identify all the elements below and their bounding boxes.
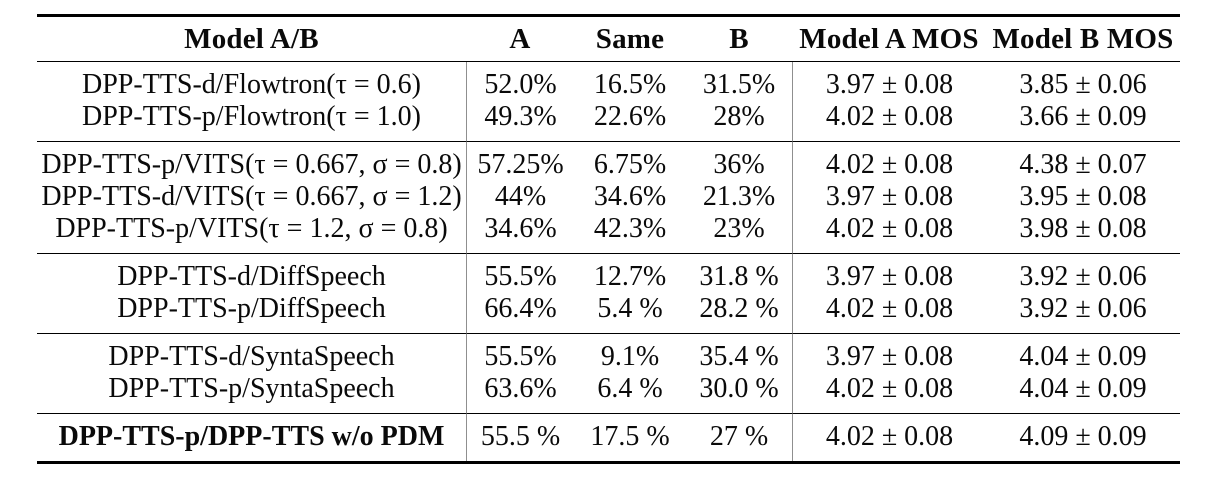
a-cell: 34.6% bbox=[466, 213, 574, 253]
model-cell: DPP-TTS-p/DPP-TTS w/o PDM bbox=[37, 413, 466, 461]
model-a-mos-cell: 3.97 ± 0.08 bbox=[792, 62, 986, 101]
model-b-mos-cell: 3.85 ± 0.06 bbox=[1019, 69, 1147, 100]
b-cell: 21.3% bbox=[702, 181, 776, 212]
same-cell: 34.6% bbox=[593, 181, 667, 212]
table-row: DPP-TTS-d/Flowtron(τ = 0.6) 52.0% 16.5% … bbox=[37, 62, 1180, 101]
a-cell: 52.0% bbox=[466, 62, 574, 101]
a-cell: 44% bbox=[466, 181, 574, 213]
model-cell: DPP-TTS-p/SyntaSpeech bbox=[108, 373, 395, 404]
a-cell: 55.5% bbox=[466, 253, 574, 293]
model-b-mos-cell: 3.66 ± 0.09 bbox=[1019, 101, 1147, 132]
model-cell: DPP-TTS-d/Flowtron(τ = 0.6) bbox=[82, 69, 421, 100]
table-row: DPP-TTS-p/Flowtron(τ = 1.0) 49.3% 22.6% … bbox=[37, 101, 1180, 141]
same-cell: 5.4 % bbox=[597, 293, 663, 324]
group-syntaspeech: DPP-TTS-d/SyntaSpeech 55.5% 9.1% 35.4 % … bbox=[37, 333, 1180, 413]
same-cell: 22.6% bbox=[593, 101, 667, 132]
model-a-mos-cell: 4.02 ± 0.08 bbox=[792, 213, 986, 253]
model-b-mos-cell: 4.04 ± 0.09 bbox=[986, 333, 1180, 373]
a-cell: 66.4% bbox=[466, 293, 574, 333]
header-model-a-mos: Model A MOS bbox=[792, 17, 986, 62]
same-cell: 6.75% bbox=[574, 141, 686, 181]
table-row: DPP-TTS-d/DiffSpeech 55.5% 12.7% 31.8 % … bbox=[37, 253, 1180, 293]
model-a-mos-cell: 4.02 ± 0.08 bbox=[792, 293, 986, 333]
model-b-mos-cell: 4.09 ± 0.09 bbox=[986, 413, 1180, 461]
model-a-mos-cell: 4.02 ± 0.08 bbox=[792, 101, 986, 141]
same-cell: 12.7% bbox=[574, 253, 686, 293]
model-a-mos-cell: 4.02 ± 0.08 bbox=[792, 413, 986, 461]
model-a-mos-cell: 4.02 ± 0.08 bbox=[792, 373, 986, 413]
model-a-mos-cell: 3.97 ± 0.08 bbox=[792, 253, 986, 293]
a-cell: 63.6% bbox=[466, 373, 574, 413]
group-ablation-wo-pdm: DPP-TTS-p/DPP-TTS w/o PDM 55.5 % 17.5 % … bbox=[37, 413, 1180, 461]
table-row: DPP-TTS-p/DiffSpeech 66.4% 5.4 % 28.2 % … bbox=[37, 293, 1180, 333]
table-row: DPP-TTS-p/VITS(τ = 1.2, σ = 0.8) 34.6% 4… bbox=[37, 213, 1180, 253]
header-same: Same bbox=[574, 17, 686, 62]
results-table: Model A/B A Same B Model A MOS Model B M… bbox=[37, 14, 1180, 464]
model-cell: DPP-TTS-p/Flowtron(τ = 1.0) bbox=[82, 101, 421, 132]
b-cell: 36% bbox=[686, 141, 792, 181]
a-cell: 55.5 % bbox=[466, 413, 574, 461]
table-header: Model A/B A Same B Model A MOS Model B M… bbox=[37, 17, 1180, 62]
model-cell: DPP-TTS-d/SyntaSpeech bbox=[37, 333, 466, 373]
model-a-mos-cell: 4.02 ± 0.08 bbox=[792, 141, 986, 181]
table-row: DPP-TTS-p/VITS(τ = 0.667, σ = 0.8) 57.25… bbox=[37, 141, 1180, 181]
model-cell: DPP-TTS-p/VITS(τ = 0.667, σ = 0.8) bbox=[37, 141, 466, 181]
table-row: DPP-TTS-p/DPP-TTS w/o PDM 55.5 % 17.5 % … bbox=[37, 413, 1180, 461]
model-cell: DPP-TTS-p/DiffSpeech bbox=[117, 293, 386, 324]
same-cell: 6.4 % bbox=[597, 373, 663, 404]
model-b-mos-cell: 3.92 ± 0.06 bbox=[986, 253, 1180, 293]
same-cell: 9.1% bbox=[574, 333, 686, 373]
b-cell: 28.2 % bbox=[699, 293, 779, 324]
a-cell: 57.25% bbox=[466, 141, 574, 181]
group-diffspeech: DPP-TTS-d/DiffSpeech 55.5% 12.7% 31.8 % … bbox=[37, 253, 1180, 333]
model-b-mos-cell: 3.95 ± 0.08 bbox=[1019, 181, 1147, 212]
b-cell: 23% bbox=[713, 213, 765, 244]
header-b: B bbox=[686, 17, 792, 62]
b-cell: 27 % bbox=[686, 413, 792, 461]
b-cell: 30.0 % bbox=[699, 373, 779, 404]
group-vits: DPP-TTS-p/VITS(τ = 0.667, σ = 0.8) 57.25… bbox=[37, 141, 1180, 253]
model-a-mos-cell: 3.97 ± 0.08 bbox=[792, 181, 986, 213]
model-b-mos-cell: 3.92 ± 0.06 bbox=[1019, 293, 1147, 324]
model-cell: DPP-TTS-d/DiffSpeech bbox=[37, 253, 466, 293]
model-b-mos-cell: 3.98 ± 0.08 bbox=[1019, 213, 1147, 244]
model-b-mos-cell: 4.38 ± 0.07 bbox=[986, 141, 1180, 181]
header-model-b-mos: Model B MOS bbox=[986, 17, 1180, 62]
model-a-mos-cell: 3.97 ± 0.08 bbox=[792, 333, 986, 373]
header-a: A bbox=[466, 17, 574, 62]
table-row: DPP-TTS-d/VITS(τ = 0.667, σ = 1.2) 44% 3… bbox=[37, 181, 1180, 213]
b-cell: 31.8 % bbox=[686, 253, 792, 293]
b-cell: 28% bbox=[713, 101, 765, 132]
table-row: DPP-TTS-d/SyntaSpeech 55.5% 9.1% 35.4 % … bbox=[37, 333, 1180, 373]
model-b-mos-cell: 4.04 ± 0.09 bbox=[1019, 373, 1147, 404]
table-row: DPP-TTS-p/SyntaSpeech 63.6% 6.4 % 30.0 %… bbox=[37, 373, 1180, 413]
b-cell: 31.5% bbox=[702, 69, 776, 100]
results-table-wrapper: Model A/B A Same B Model A MOS Model B M… bbox=[37, 14, 1180, 464]
a-cell: 49.3% bbox=[466, 101, 574, 141]
same-cell: 16.5% bbox=[593, 69, 667, 100]
same-cell: 42.3% bbox=[593, 213, 667, 244]
header-model-ab: Model A/B bbox=[37, 17, 466, 62]
model-cell: DPP-TTS-d/VITS(τ = 0.667, σ = 1.2) bbox=[41, 181, 462, 212]
a-cell: 55.5% bbox=[466, 333, 574, 373]
header-row: Model A/B A Same B Model A MOS Model B M… bbox=[37, 17, 1180, 62]
same-cell: 17.5 % bbox=[574, 413, 686, 461]
b-cell: 35.4 % bbox=[686, 333, 792, 373]
group-flowtron: DPP-TTS-d/Flowtron(τ = 0.6) 52.0% 16.5% … bbox=[37, 62, 1180, 141]
model-cell: DPP-TTS-p/VITS(τ = 1.2, σ = 0.8) bbox=[55, 213, 448, 244]
